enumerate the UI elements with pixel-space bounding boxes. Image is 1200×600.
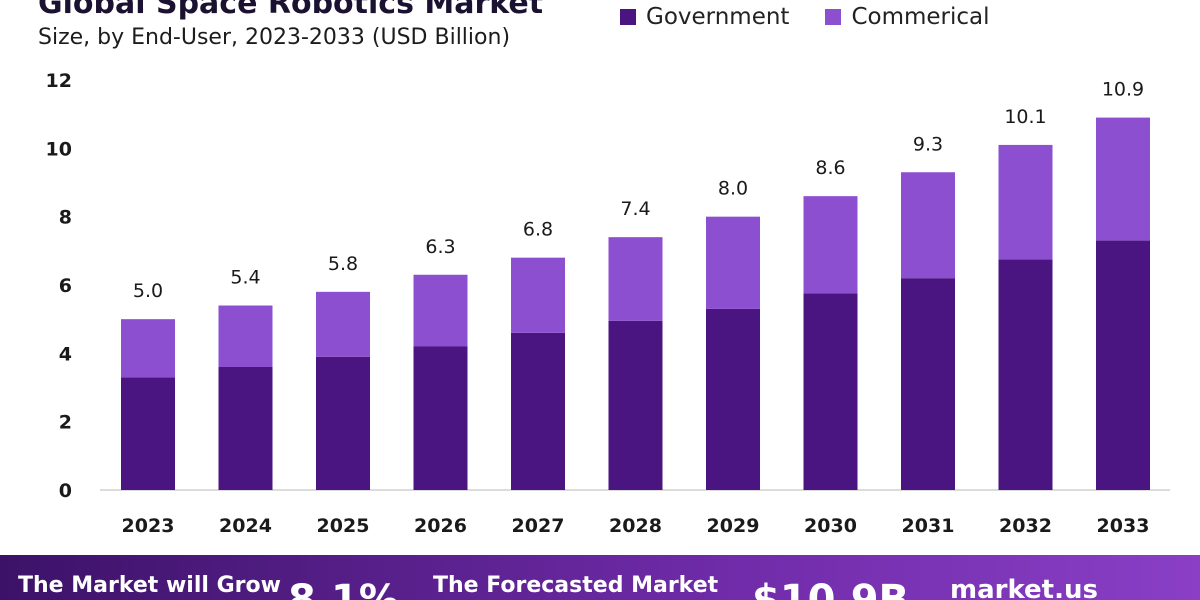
bar-government-2033 [1096, 240, 1150, 490]
grow-label: The Market will Grow [18, 573, 281, 598]
bar-total-label: 7.4 [620, 198, 650, 220]
x-tick-label: 2025 [317, 515, 370, 537]
bar-commerical-2032 [998, 144, 1053, 260]
x-tick-label: 2030 [804, 515, 857, 537]
y-tick-label: 12 [46, 70, 72, 92]
bar-total-label: 6.3 [425, 236, 455, 258]
bar-commerical-2030 [803, 196, 858, 294]
legend-label-government: Government [646, 4, 790, 30]
bar-total-label: 8.0 [718, 178, 748, 200]
legend: Government Commerical [620, 4, 990, 30]
bar-government-2023 [121, 377, 175, 490]
x-tick-label: 2033 [1097, 515, 1150, 537]
y-tick-label: 0 [59, 480, 72, 502]
bar-total-label: 10.9 [1102, 79, 1144, 101]
y-tick-label: 2 [59, 412, 72, 434]
bar-total-label: 5.8 [328, 253, 358, 275]
bar-commerical-2029 [706, 216, 760, 309]
bar-commerical-2024 [218, 305, 273, 367]
x-tick-label: 2026 [414, 515, 467, 537]
bar-commerical-2026 [413, 274, 468, 347]
chart-title: Global Space Robotics Market [38, 0, 544, 21]
bar-government-2031 [901, 278, 955, 490]
x-tick-label: 2029 [707, 515, 760, 537]
bar-commerical-2025 [316, 291, 370, 357]
x-tick-label: 2028 [609, 515, 662, 537]
bar-total-label: 5.0 [133, 280, 163, 302]
bar-government-2027 [511, 332, 565, 490]
y-tick-label: 6 [59, 275, 72, 297]
x-tick-label: 2027 [512, 515, 565, 537]
y-tick-label: 8 [59, 207, 72, 229]
bar-commerical-2028 [608, 237, 663, 321]
bar-total-label: 5.4 [230, 267, 260, 289]
forecast-label: The Forecasted Market [433, 573, 719, 598]
bar-commerical-2031 [901, 172, 955, 279]
x-tick-label: 2031 [902, 515, 955, 537]
bar-government-2032 [998, 259, 1053, 490]
bar-commerical-2033 [1096, 117, 1150, 241]
legend-swatch-government [620, 9, 636, 25]
y-tick-label: 10 [46, 138, 72, 160]
x-tick-label: 2032 [999, 515, 1052, 537]
bar-commerical-2027 [511, 257, 565, 333]
bar-total-label: 10.1 [1004, 106, 1046, 128]
bar-commerical-2023 [121, 319, 175, 378]
legend-label-commerical: Commerical [851, 4, 990, 30]
bar-government-2024 [218, 367, 273, 490]
bar-total-label: 6.8 [523, 219, 553, 241]
bar-total-label: 8.6 [815, 157, 845, 179]
bar-government-2026 [413, 346, 468, 490]
bar-chart: 0 2 4 6 8 10 12 5.0 2023 5.4 2024 5.8 2025 6.3 2026 6.8… [46, 70, 1170, 537]
bar-government-2025 [316, 356, 370, 490]
bar-government-2029 [706, 308, 760, 490]
legend-item-government: Government [620, 4, 789, 30]
legend-swatch-commerical [825, 9, 842, 25]
summary-banner: The Market will Grow 8.1% The Forecasted… [0, 555, 1200, 600]
y-tick-label: 4 [59, 343, 72, 365]
forecast-value: $10.9B [752, 577, 910, 600]
bar-government-2028 [608, 320, 663, 490]
brand-logo-text: market.us [950, 575, 1098, 600]
bar-government-2030 [803, 293, 858, 490]
cagr-value: 8.1% [288, 577, 399, 600]
x-tick-label: 2024 [219, 515, 272, 537]
x-tick-label: 2023 [122, 515, 175, 537]
legend-item-commerical: Commerical [825, 4, 990, 30]
chart-subtitle: Size, by End-User, 2023-2033 (USD Billio… [38, 25, 511, 50]
bar-total-label: 9.3 [913, 133, 943, 155]
